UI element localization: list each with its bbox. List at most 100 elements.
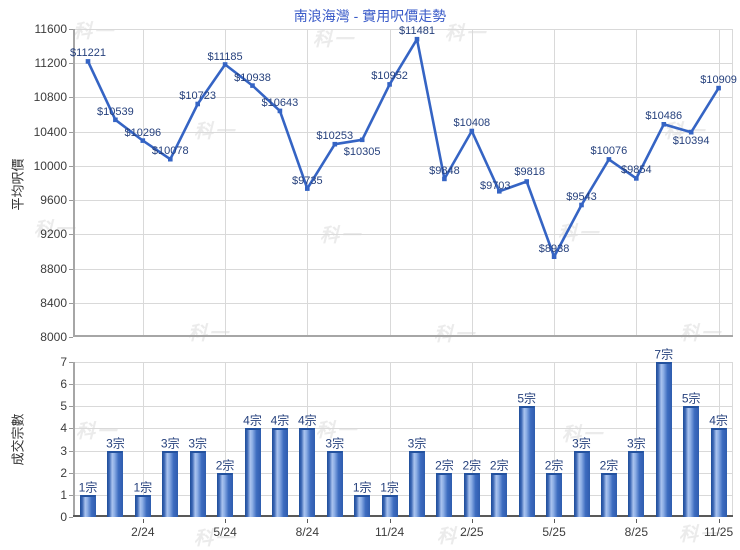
price-point-label: $10643	[261, 96, 299, 109]
price-point-label: $10938	[234, 71, 271, 84]
volume-bar	[655, 362, 672, 517]
y-axis-tick-label: 8000	[40, 330, 67, 344]
bar-count-label: 3宗	[106, 436, 125, 451]
volume-bar	[217, 472, 234, 517]
bar-count-label: 4宗	[270, 413, 290, 428]
bar-count-label: 1宗	[133, 480, 153, 495]
gridline-vertical	[718, 29, 720, 337]
y-tick-mark	[69, 362, 73, 363]
price-point-label: $11185	[207, 50, 243, 63]
volume-bar	[189, 450, 206, 517]
y-tick-mark	[69, 472, 73, 474]
price-point-label: $10253	[316, 130, 354, 143]
price-point	[359, 137, 365, 143]
bar-count-label: 1宗	[352, 480, 372, 495]
y-axis-tick-label: 6	[60, 377, 67, 392]
volume-bar	[463, 472, 480, 517]
y-tick-mark	[69, 268, 73, 270]
y-tick-mark	[69, 494, 73, 496]
gridline-vertical	[307, 29, 309, 337]
x-tick-mark	[142, 519, 144, 523]
volume-bar	[299, 428, 316, 517]
price-point-label: $10296	[124, 126, 162, 139]
volume-bar	[326, 450, 343, 517]
price-point	[168, 156, 173, 162]
y-axis-tick-label: 5	[60, 399, 67, 414]
gridline-horizontal	[73, 268, 733, 270]
gridline-horizontal	[73, 472, 733, 474]
gridline-vertical	[471, 362, 473, 517]
price-point-label: $9848	[429, 164, 460, 177]
bar-count-label: 2宗	[599, 458, 619, 473]
y-tick-mark	[69, 234, 73, 236]
volume-bar	[134, 494, 151, 517]
gridline-horizontal	[73, 384, 733, 386]
gridline-vertical	[554, 362, 556, 517]
watermark-text: 科一	[679, 322, 723, 345]
price-point-label: $10305	[343, 145, 381, 158]
bar-count-label: 1宗	[380, 480, 399, 495]
price-point-label: $10076	[590, 145, 628, 158]
y-axis-tick-label: 10800	[33, 90, 67, 105]
y-axis-tick-label: 0	[60, 510, 67, 524]
watermark-text: 科一	[678, 523, 722, 546]
volume-bar	[491, 472, 508, 517]
x-tick-mark	[389, 519, 391, 523]
gridline-vertical	[636, 362, 638, 517]
price-line	[86, 37, 720, 258]
y-tick-mark	[69, 165, 73, 167]
watermark-text: 科一	[187, 322, 231, 345]
volume-bar	[518, 406, 535, 517]
volume-bar	[107, 450, 124, 517]
plot-border	[73, 335, 733, 337]
bar-count-label: 2宗	[462, 458, 482, 473]
gridline-horizontal	[73, 428, 733, 430]
price-point	[469, 128, 475, 134]
price-point	[195, 101, 200, 107]
x-axis-tick-label: 5/25	[542, 525, 566, 539]
y-tick-mark	[69, 428, 73, 430]
x-axis-tick-label: 8/25	[624, 525, 649, 539]
x-tick-mark	[225, 519, 227, 523]
price-line-plot: $11221 $10539 $10296 $10078 $10723 $11185 $109…	[70, 25, 737, 337]
watermark-text: 科一	[75, 420, 119, 443]
volume-bar-plot: 1宗 3宗 1宗 3宗 3宗 2宗 4宗 4宗 4宗 3宗 1宗 1宗 3宗 2宗 2宗 2宗 5宗 2宗 3宗 2宗…	[73, 348, 733, 517]
price-point-label: $11221	[70, 47, 106, 60]
price-point-label: $10486	[645, 110, 683, 123]
watermark-text: 科一	[33, 218, 77, 241]
price-point-label: $10952	[371, 70, 408, 83]
volume-bar	[381, 494, 398, 517]
gridline-horizontal	[73, 406, 733, 408]
price-point	[442, 176, 447, 182]
volume-bar	[683, 406, 700, 517]
bar-count-label: 7宗	[654, 347, 674, 362]
volume-bar	[600, 472, 617, 517]
price-point	[634, 176, 639, 181]
watermark-text: 科一	[312, 28, 356, 51]
gridline-vertical	[554, 29, 556, 337]
volume-bar	[244, 428, 261, 517]
bar-count-label: 4宗	[297, 413, 317, 428]
price-point-label: $10394	[672, 135, 710, 148]
x-axis-tick-label: 2/24	[131, 525, 155, 539]
volume-bar	[436, 472, 453, 517]
gridline-horizontal	[73, 200, 733, 202]
y-tick-mark	[69, 200, 73, 202]
bar-count-label: 4宗	[243, 413, 262, 428]
x-axis-tick-label: 8/24	[295, 525, 320, 539]
price-point-label: $9854	[621, 164, 652, 177]
watermark-text: 科一	[436, 525, 480, 548]
volume-bar	[271, 428, 288, 517]
plot-border	[73, 362, 75, 517]
y-axis-tick-label: 11200	[34, 56, 67, 71]
x-tick-mark	[718, 519, 720, 523]
price-point	[387, 82, 392, 87]
x-tick-mark	[307, 519, 309, 523]
y-axis-tick-label: 2	[60, 465, 67, 480]
bar-count-label: 3宗	[325, 436, 345, 451]
volume-bar	[546, 472, 563, 517]
bar-count-label: 1宗	[78, 480, 98, 495]
y-axis-tick-label: 9200	[40, 227, 67, 242]
plot-border	[732, 362, 733, 517]
